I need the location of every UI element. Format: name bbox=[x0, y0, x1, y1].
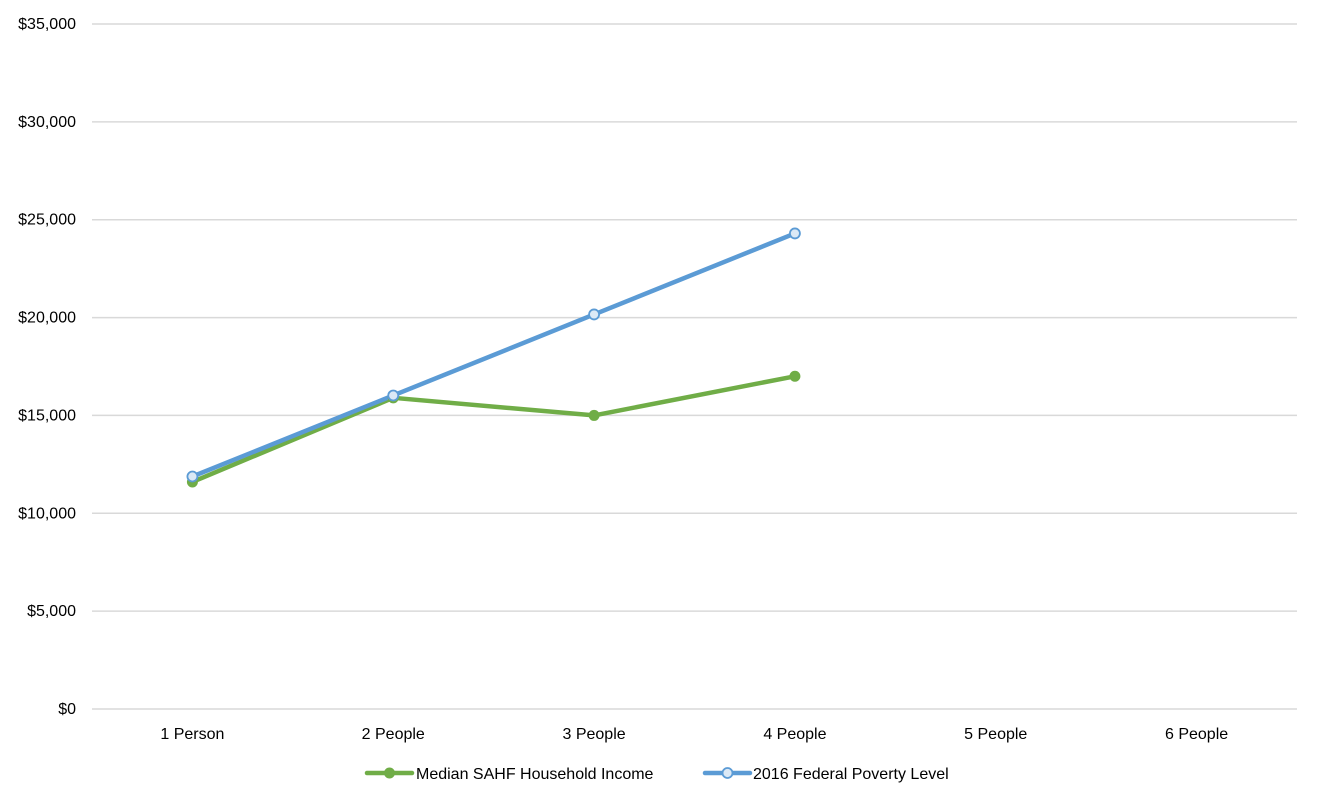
legend-item: Median SAHF Household Income bbox=[364, 766, 654, 783]
series-markers bbox=[186, 227, 801, 488]
y-tick-label: $30,000 bbox=[18, 114, 76, 131]
legend-label: Median SAHF Household Income bbox=[416, 766, 654, 783]
data-point bbox=[387, 389, 400, 402]
x-tick-label: 6 People bbox=[1165, 726, 1228, 743]
series-line bbox=[190, 374, 798, 485]
y-tick-label: $20,000 bbox=[18, 310, 76, 327]
legend-item: 2016 Federal Poverty Level bbox=[702, 766, 949, 783]
x-tick-label: 3 People bbox=[562, 726, 625, 743]
gridlines bbox=[92, 23, 1297, 710]
y-axis-tick-labels: $0 $5,000 $10,000 $15,000 $20,000 $25,000 $30,… bbox=[18, 16, 76, 718]
legend-swatch-marker bbox=[721, 767, 734, 779]
series-line bbox=[190, 231, 798, 479]
data-point bbox=[588, 308, 600, 321]
y-tick-label: $0 bbox=[58, 701, 76, 718]
data-point bbox=[186, 470, 199, 483]
data-point bbox=[588, 409, 600, 421]
data-point bbox=[789, 227, 801, 240]
series-lines bbox=[190, 231, 798, 485]
y-tick-label: $5,000 bbox=[27, 603, 76, 620]
y-tick-label: $15,000 bbox=[18, 407, 76, 424]
legend: Median SAHF Household Income 2016 Federal… bbox=[364, 766, 949, 783]
legend-label: 2016 Federal Poverty Level bbox=[753, 766, 949, 783]
y-tick-label: $10,000 bbox=[18, 505, 76, 522]
x-tick-label: 2 People bbox=[362, 726, 425, 743]
x-tick-label: 5 People bbox=[964, 726, 1027, 743]
x-tick-label: 4 People bbox=[763, 726, 826, 743]
data-point bbox=[789, 370, 801, 382]
y-tick-label: $25,000 bbox=[18, 212, 76, 229]
legend-swatch-marker bbox=[384, 767, 395, 779]
y-tick-label: $35,000 bbox=[18, 16, 76, 33]
x-axis-tick-labels: 1 Person 2 People 3 People 4 People 5 People… bbox=[160, 726, 1228, 743]
x-tick-label: 1 Person bbox=[160, 726, 224, 743]
